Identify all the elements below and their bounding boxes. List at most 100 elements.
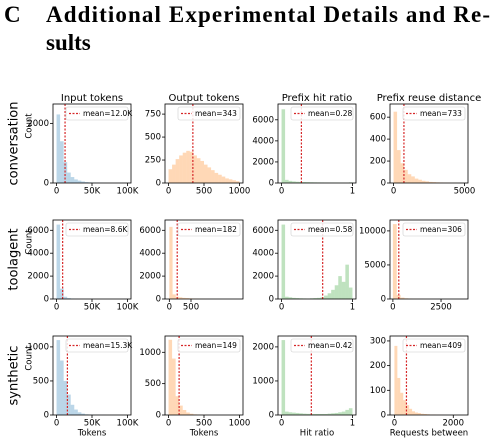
- bar: [348, 287, 353, 299]
- y-tick-label: 1000: [139, 348, 161, 358]
- bar: [414, 178, 419, 183]
- bar: [168, 339, 173, 415]
- chart-title: Output tokens: [168, 93, 239, 104]
- y-tick-label: 500: [145, 379, 161, 389]
- bar: [281, 224, 286, 299]
- bar: [417, 413, 421, 415]
- bar: [74, 179, 78, 183]
- bar: [429, 181, 433, 183]
- y-tick-label: 2000: [27, 272, 49, 282]
- y-tick-label: 1000: [252, 376, 274, 386]
- bar: [179, 155, 183, 183]
- x-tick-label: 0: [390, 303, 395, 313]
- x-tick-label: 0: [279, 419, 284, 429]
- x-tick-label: 0: [167, 303, 172, 313]
- y-tick-label: 250: [145, 156, 161, 166]
- bar: [292, 412, 296, 415]
- bar: [182, 297, 186, 299]
- x-tick-label: 0: [391, 187, 396, 197]
- bar: [228, 179, 233, 183]
- y-tick-label: 0: [381, 295, 386, 305]
- y-tick-label: 0: [156, 179, 161, 189]
- x-tick-label: 100K: [117, 419, 139, 429]
- y-tick-label: 6000: [139, 226, 161, 236]
- bar: [345, 264, 349, 299]
- bar: [185, 298, 189, 299]
- x-tick-label: 0: [54, 187, 59, 197]
- bar: [288, 180, 293, 183]
- x-axis-label: Tokens: [77, 429, 107, 438]
- y-tick-label: 4000: [252, 136, 274, 146]
- bar: [324, 295, 328, 299]
- legend-label: mean=0.42: [308, 341, 352, 350]
- bar: [186, 412, 190, 415]
- bar: [60, 360, 64, 415]
- y-tick-label: 6000: [27, 226, 49, 236]
- bar: [299, 413, 303, 415]
- bar: [182, 152, 187, 183]
- bar: [404, 169, 408, 183]
- bar: [421, 180, 426, 183]
- bar: [393, 111, 398, 183]
- bar: [182, 409, 187, 415]
- x-tick-label: 1: [350, 419, 355, 429]
- bar: [400, 297, 405, 299]
- bar: [295, 181, 300, 183]
- bar: [235, 181, 240, 183]
- y-tick-label: 4000: [139, 249, 161, 259]
- bar: [175, 159, 180, 183]
- bar: [338, 412, 342, 415]
- axes-frame: [389, 103, 469, 184]
- bar: [77, 180, 82, 183]
- bar: [56, 340, 61, 415]
- x-axis-label: Hit ratio: [300, 429, 334, 438]
- bar: [411, 176, 415, 183]
- bar: [394, 345, 398, 415]
- axes-frame: [389, 219, 469, 300]
- x-tick-label: 0: [392, 419, 397, 429]
- y-tick-label: 0: [44, 411, 49, 421]
- bar: [175, 396, 180, 415]
- row-label: toolagent: [7, 228, 22, 290]
- x-tick-label: 0: [166, 187, 171, 197]
- x-tick-label: 100K: [117, 303, 139, 313]
- bar: [77, 412, 82, 415]
- bar: [74, 409, 78, 415]
- bar: [334, 285, 339, 299]
- bar: [56, 224, 61, 299]
- bar: [397, 150, 401, 183]
- x-tick-label: 500: [183, 303, 199, 313]
- bar: [186, 150, 190, 183]
- legend-label: mean=8.6K: [83, 225, 128, 234]
- y-tick-label: 2000: [252, 342, 274, 352]
- bar: [285, 179, 289, 183]
- bar: [341, 281, 346, 299]
- bar: [403, 400, 407, 415]
- legend-label: mean=0.58: [308, 225, 352, 234]
- bar: [63, 162, 68, 183]
- y-tick-label: 0: [156, 295, 161, 305]
- bar: [331, 289, 335, 299]
- x-tick-label: 50K: [84, 187, 101, 197]
- bar: [70, 177, 75, 183]
- legend-box: [402, 106, 466, 121]
- axes-frame: [277, 103, 357, 184]
- x-axis-label: Tokens: [189, 429, 219, 438]
- bar: [221, 176, 226, 183]
- bar: [285, 411, 289, 415]
- bar: [412, 411, 416, 415]
- bar: [211, 170, 215, 183]
- bar: [67, 298, 71, 299]
- legend-box: [177, 106, 241, 121]
- y-tick-label: 0: [156, 411, 161, 421]
- bar: [172, 164, 176, 183]
- bar: [432, 182, 437, 183]
- y-tick-label: 750: [145, 110, 161, 120]
- section-number: C: [4, 2, 21, 27]
- x-tick-label: 1000: [229, 187, 251, 197]
- bar: [423, 414, 427, 415]
- y-tick-label: 100: [370, 386, 386, 396]
- y-tick-label: 0: [269, 295, 274, 305]
- y-tick-label: 2000: [252, 272, 274, 282]
